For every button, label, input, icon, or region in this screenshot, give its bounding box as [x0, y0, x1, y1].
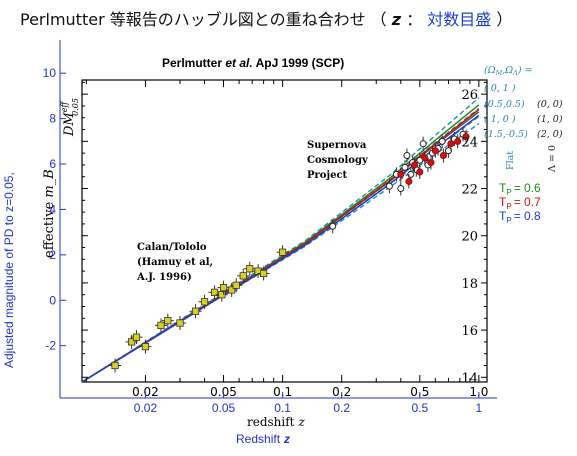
- y-tick-label-overlay: -2: [45, 339, 56, 353]
- annotation-calan: Calan/Tololo (Hamuy et al, A.J. 1996): [136, 242, 213, 283]
- data-point-overlay: [421, 154, 429, 162]
- data-point-calan: [246, 265, 254, 273]
- y-tick-label-overlay: 8: [49, 112, 56, 126]
- legend-tp07: TP = 0.7: [499, 195, 541, 211]
- data-point-calan: [239, 272, 247, 280]
- data-point-calan: [164, 317, 172, 325]
- y-tick-label-original: 22: [461, 183, 478, 198]
- y-axis-label-overlay: Adjusted magnitude of PD to z=0.05,: [2, 172, 16, 368]
- svg-text:Cosmology: Cosmology: [307, 155, 369, 166]
- data-point-overlay: [405, 177, 413, 185]
- svg-text:A.J. 1996): A.J. 1996): [136, 272, 192, 283]
- title-main: Perlmutter 等報告のハッブル図との重ね合わせ: [20, 10, 366, 29]
- data-point-calan: [260, 269, 268, 278]
- svg-text:Calan/Tololo: Calan/Tololo: [137, 242, 207, 253]
- data-point-calan: [157, 321, 165, 329]
- y-tick-label-overlay: 2: [49, 248, 56, 262]
- model-legend-item: ( 0, 1 ): [484, 83, 516, 94]
- plot-frame-group: [59, 40, 497, 399]
- y-tick-label-original: 20: [461, 230, 478, 245]
- data-point-calan: [132, 333, 141, 341]
- x-tick-label-overlay: 0.1: [274, 401, 291, 415]
- data-point-calan: [210, 288, 219, 296]
- model-legend-item: (1.5,-0.5): [484, 129, 528, 140]
- title-paren-close: ）: [496, 10, 513, 29]
- data-point-overlay: [416, 168, 424, 176]
- plot-frame: [81, 79, 488, 383]
- data-point-overlay: [447, 140, 455, 148]
- title-paren-open: （: [370, 10, 387, 29]
- legend-tp06: TP = 0.6: [499, 181, 541, 197]
- lambda0-legend-item: (2, 0): [537, 129, 563, 140]
- x-tick-label-overlay: 0.5: [411, 401, 428, 415]
- lambda0-legend-item: (0, 0): [537, 99, 563, 110]
- lambda0-label: Λ = 0: [547, 145, 558, 173]
- y-tick-label-original: 18: [461, 277, 478, 292]
- title-sep: ：: [406, 10, 423, 29]
- data-point-calan: [200, 298, 209, 306]
- data-point-overlay: [439, 152, 447, 160]
- y-tick-label-overlay: 10: [43, 66, 57, 80]
- chart-title: Perlmutter et al. ApJ 1999 (SCP): [162, 56, 344, 70]
- svg-text:Supernova: Supernova: [307, 140, 367, 151]
- model-legend-item: (0.5,0.5): [484, 99, 525, 110]
- y-axis-label-original: effectivem_B: [42, 169, 57, 258]
- data-point-calan: [127, 338, 136, 346]
- data-point-calan: [176, 319, 184, 327]
- data-point-overlay: [431, 147, 439, 155]
- title-log-scale: 対数目盛: [427, 10, 492, 29]
- y-tick-label-original: 24: [461, 135, 478, 150]
- page-title: Perlmutter 等報告のハッブル図との重ね合わせ （ z ： 対数目盛 ）: [20, 6, 570, 30]
- data-point-scp: [397, 185, 405, 193]
- y-axis-label-right: DMeff 0.05: [60, 98, 80, 137]
- data-points-group: [109, 127, 470, 373]
- model-legend-header: (ΩM,ΩΛ) =: [484, 65, 533, 77]
- data-point-scp: [329, 222, 337, 230]
- data-point-calan: [228, 286, 236, 294]
- svg-text:Project: Project: [307, 170, 348, 181]
- data-point-calan: [232, 281, 240, 289]
- data-point-calan: [218, 291, 226, 299]
- data-point-calan: [219, 284, 228, 292]
- title-z: z: [391, 10, 402, 29]
- data-point-overlay: [397, 170, 405, 178]
- y-tick-label-overlay: 6: [49, 157, 56, 171]
- overlay-legend: TP = 0.6 TP = 0.7 TP = 0.8: [499, 181, 541, 225]
- data-point-overlay: [427, 159, 435, 167]
- data-point-calan: [279, 248, 287, 256]
- x-tick-label-overlay: 0.05: [212, 401, 236, 415]
- data-point-scp: [385, 182, 393, 190]
- model-legend-item: ( 1, 0 ): [484, 114, 516, 125]
- data-point-calan: [111, 361, 119, 370]
- data-point-scp: [444, 147, 452, 155]
- x-tick-label-overlay: 0.2: [333, 401, 350, 415]
- model-legend: (ΩM,ΩΛ) = ( 0, 1 ) (0.5,0.5) ( 1, 0 ) (1…: [484, 65, 563, 173]
- data-point-scp: [403, 152, 411, 159]
- x-tick-label-overlay: 0.02: [134, 401, 158, 415]
- x-axis-label-original: redshift z: [247, 415, 306, 429]
- data-point-scp: [401, 163, 409, 171]
- y-tick-label-overlay: 0: [49, 293, 56, 307]
- annotation-scp: Supernova Cosmology Project: [307, 140, 369, 181]
- data-point-overlay: [462, 133, 470, 141]
- data-point-calan: [191, 307, 200, 315]
- y-tick-label-overlay: 4: [49, 202, 56, 216]
- data-point-overlay: [411, 161, 419, 169]
- data-point-overlay: [454, 137, 462, 145]
- y-tick-label-original: 26: [461, 88, 478, 103]
- lambda0-legend-item: (1, 0): [537, 114, 563, 125]
- data-point-scp: [438, 137, 446, 145]
- data-point-scp: [419, 140, 427, 148]
- x-tick-label-overlay: 1: [476, 401, 483, 415]
- legend-tp08: TP = 0.8: [499, 209, 541, 225]
- flat-label: Flat: [505, 151, 516, 170]
- data-point-calan: [141, 343, 150, 351]
- y-tick-label-original: 16: [461, 324, 478, 339]
- svg-text:(Hamuy et al,: (Hamuy et al,: [137, 257, 213, 268]
- x-axis-label-overlay: Redshift z: [236, 432, 290, 446]
